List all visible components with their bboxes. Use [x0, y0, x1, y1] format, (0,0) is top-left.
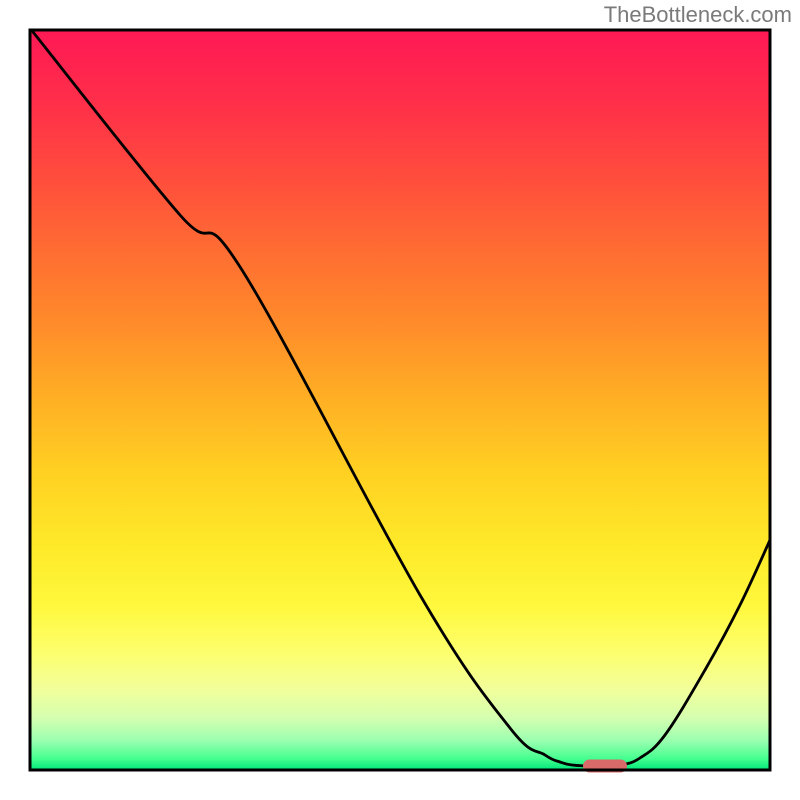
- bottleneck-chart: [0, 0, 800, 800]
- chart-container: { "watermark": "TheBottleneck.com", "cha…: [0, 0, 800, 800]
- watermark-text: TheBottleneck.com: [604, 2, 792, 28]
- gradient-background: [30, 30, 770, 770]
